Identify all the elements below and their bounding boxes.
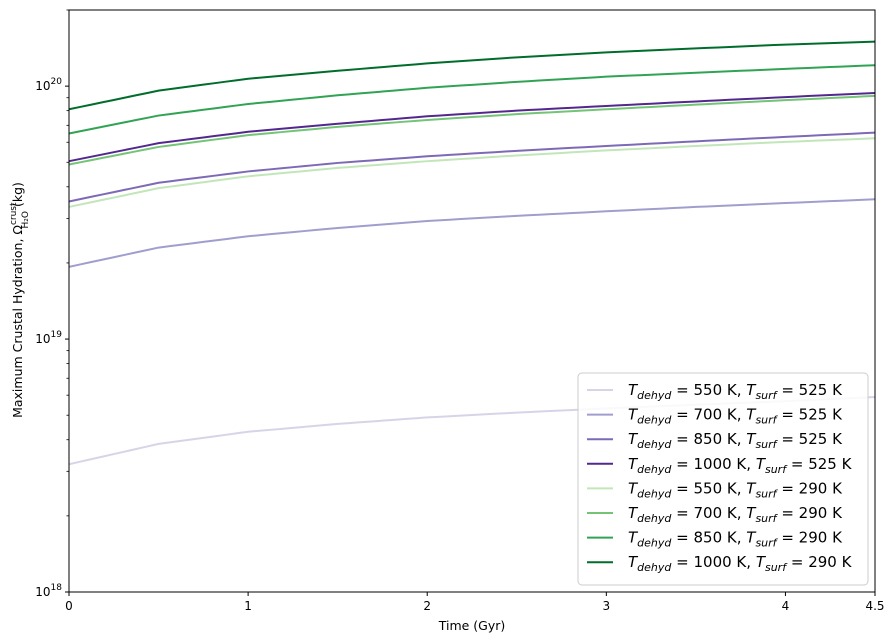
y-tick-label-2: 1020	[35, 77, 62, 93]
y-axis-label: Maximum Crustal Hydration, Ωcrust H₂O (kg…	[9, 182, 31, 418]
x-axis: 0 1 2 3 4 4.5	[65, 592, 885, 613]
y-axis-label-sub: H₂O	[21, 211, 31, 228]
legend-label-1: Tdehyd = 550 K, Tsurf = 525 K	[628, 381, 843, 402]
series-line-4	[68, 91, 876, 163]
legend: Tdehyd = 550 K, Tsurf = 525 K Tdehyd = 70…	[577, 372, 869, 586]
x-tick-label-2: 2	[423, 599, 431, 613]
plot-frame	[68, 9, 876, 593]
legend-label-2: Tdehyd = 700 K, Tsurf = 525 K	[628, 406, 843, 427]
series-line-6	[68, 94, 876, 166]
y-axis: 1018 1019 1020	[35, 9, 69, 599]
series-line-7	[68, 64, 876, 135]
y-axis-label-sup: crust	[9, 202, 19, 225]
x-tick-label-5: 4.5	[865, 599, 884, 613]
x-tick-label-1: 1	[244, 599, 252, 613]
series-lines	[68, 40, 876, 466]
legend-label-3: Tdehyd = 850 K, Tsurf = 525 K	[628, 430, 843, 451]
series-line-5	[68, 137, 876, 208]
x-tick-label-0: 0	[65, 599, 73, 613]
series-line-8	[68, 40, 876, 111]
legend-label-6: Tdehyd = 700 K, Tsurf = 290 K	[628, 504, 843, 525]
x-tick-label-4: 4	[782, 599, 790, 613]
legend-box	[577, 372, 869, 586]
y-tick-label-1: 1019	[35, 330, 62, 346]
series-line-2	[68, 198, 876, 268]
y-axis-label-unit: (kg)	[10, 182, 25, 211]
y-tick-label-0: 1018	[35, 583, 62, 599]
legend-label-8: Tdehyd = 1000 K, Tsurf = 290 K	[628, 553, 853, 574]
series-line-3	[68, 131, 876, 203]
legend-label-7: Tdehyd = 850 K, Tsurf = 290 K	[628, 529, 843, 550]
legend-label-4: Tdehyd = 1000 K, Tsurf = 525 K	[628, 455, 853, 476]
x-axis-label: Time (Gyr)	[438, 618, 506, 633]
y-axis-label-main: Maximum Crustal Hydration, Ω	[10, 225, 25, 418]
legend-label-5: Tdehyd = 550 K, Tsurf = 290 K	[628, 479, 843, 500]
x-tick-label-3: 3	[603, 599, 611, 613]
